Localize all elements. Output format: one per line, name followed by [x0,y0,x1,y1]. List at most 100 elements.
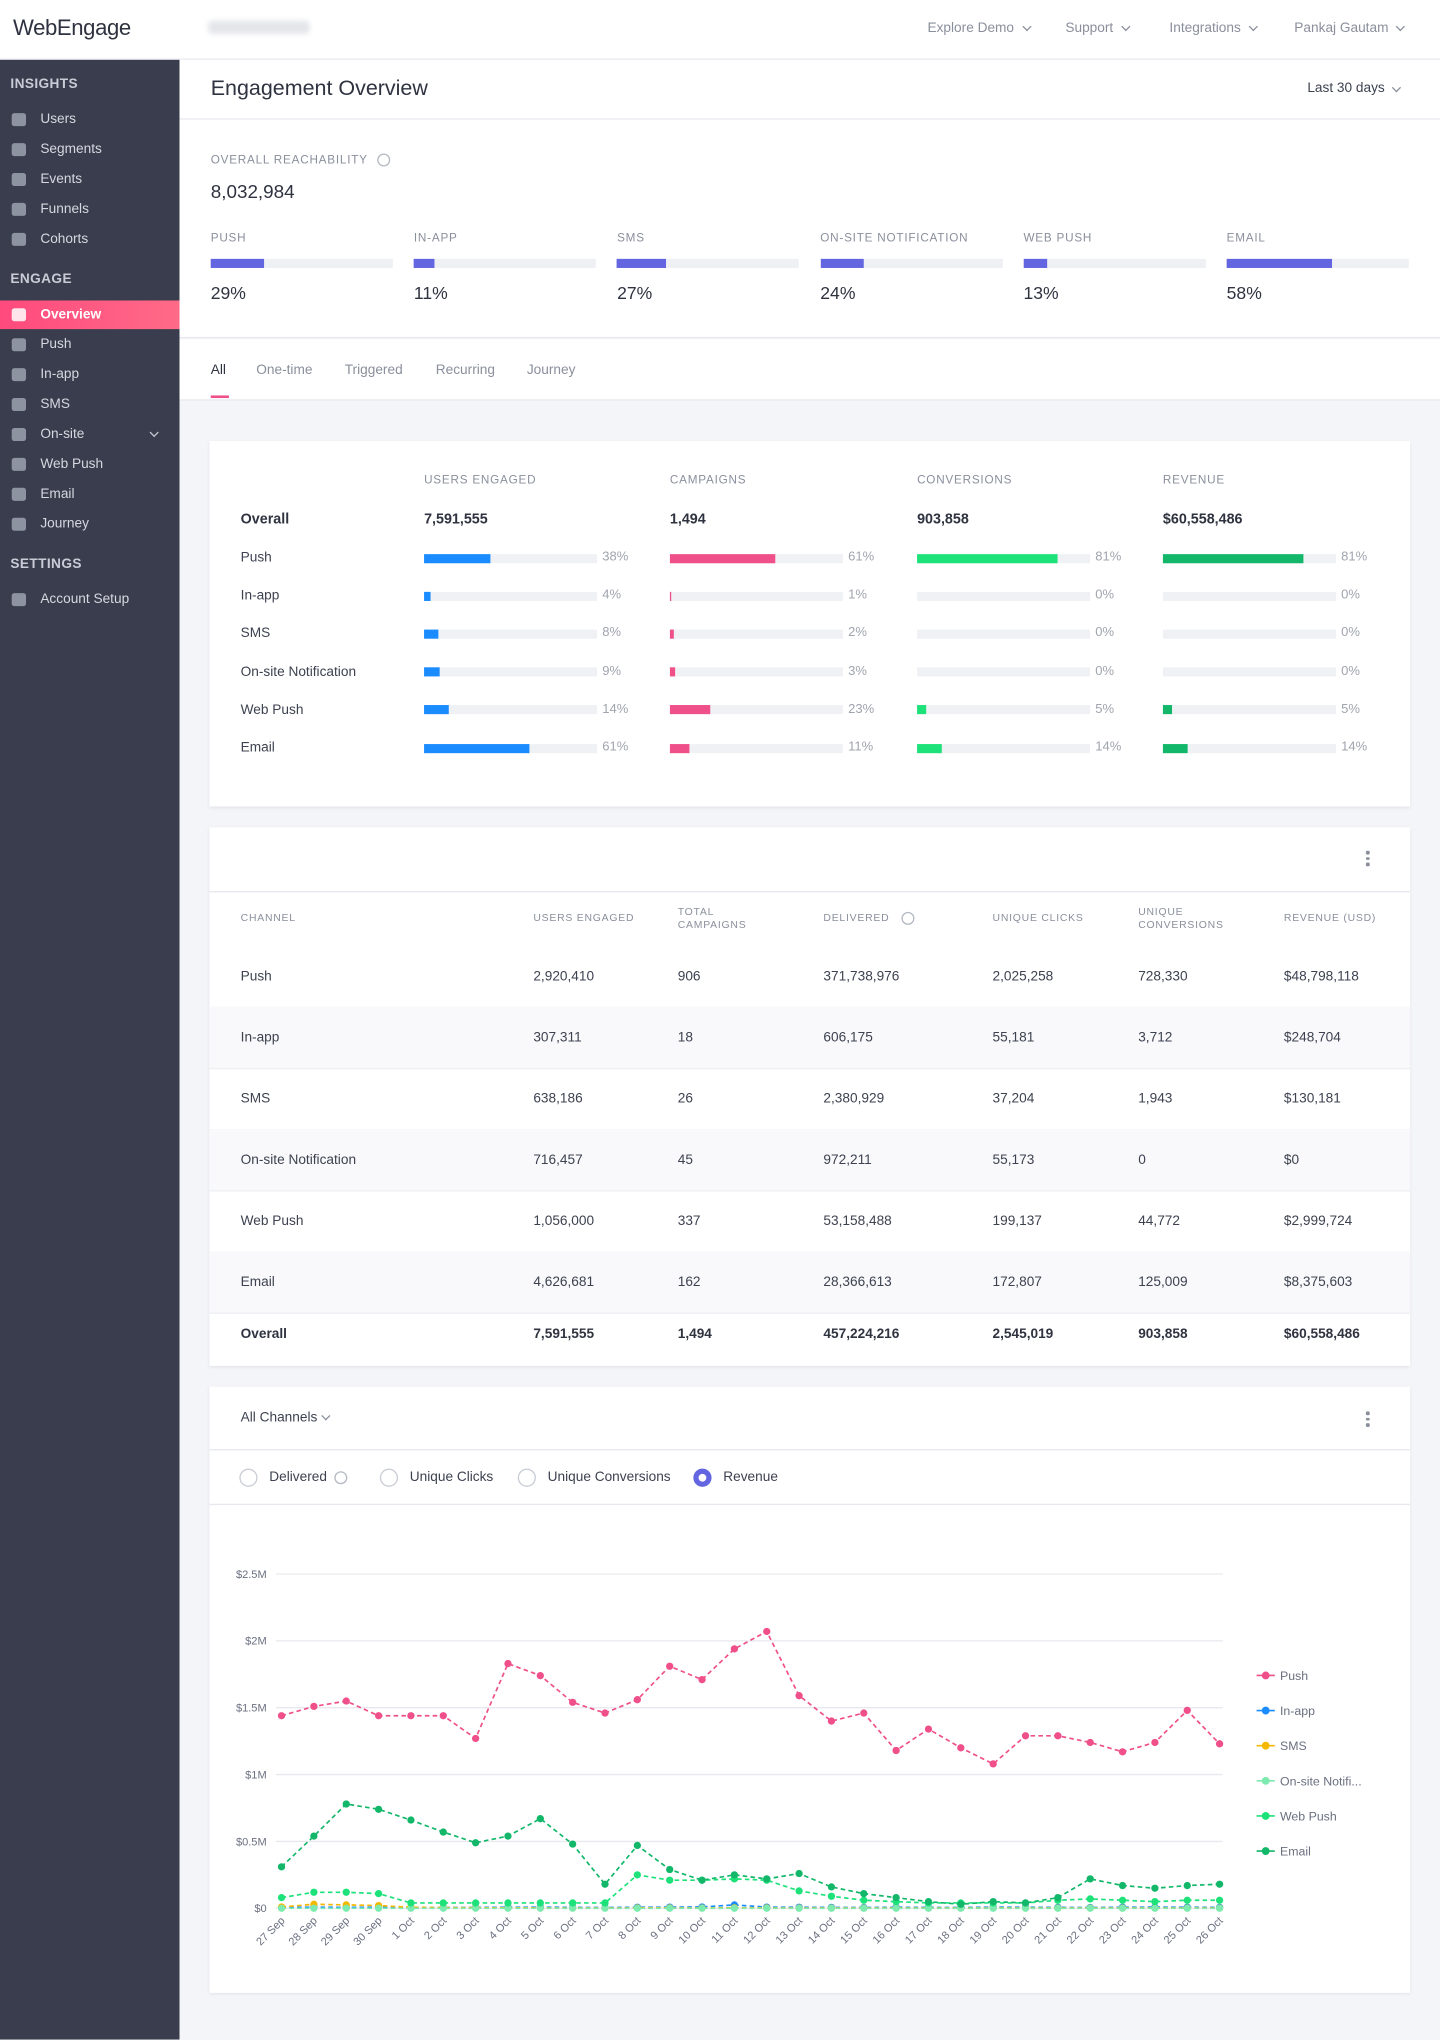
sidebar-icon [11,398,27,412]
nav-menu-item[interactable]: Explore Demo [927,20,1015,37]
summary-track [669,743,843,753]
summary-bar [669,629,674,639]
nav-menu-item[interactable]: Integrations [1169,20,1241,37]
sidebar-item[interactable]: Account Setup [40,591,130,608]
summary-track [669,705,843,715]
summary-row-label: Push [240,549,272,566]
sidebar-item[interactable]: Overview [40,306,102,323]
table-cell: 606,175 [823,1029,873,1045]
table-cell: 371,738,976 [823,968,900,984]
summary-bar [917,553,1058,563]
reach-channel-name: WEB PUSH [1023,231,1093,245]
date-range[interactable]: Last 30 days [1307,80,1385,96]
reach-percent: 13% [1023,283,1059,303]
metric-option[interactable]: Revenue [723,1469,778,1486]
sidebar-icon [11,113,27,127]
reach-percent: 24% [820,283,856,303]
table-header: USERS ENGAGED [533,912,635,924]
summary-bar [669,743,689,753]
summary-track [1162,591,1336,601]
sidebar-item[interactable]: Web Push [40,456,104,472]
table-cell: 906 [677,968,701,984]
summary-row-label: SMS [240,625,271,642]
table-row-shade [209,1006,1411,1068]
summary-percent: 14% [602,702,629,717]
sidebar-item[interactable]: Events [40,171,83,187]
summary-percent: 81% [1341,550,1368,565]
tab-underline [210,395,229,399]
summary-bar [1162,553,1304,563]
sidebar-item[interactable]: Cohorts [40,231,89,247]
sidebar-icon [11,173,27,187]
row-divider [209,1312,1411,1314]
sidebar-item[interactable]: SMS [40,396,70,412]
divider [209,1503,1411,1506]
summary-track [1162,629,1336,639]
table-cell: 26 [677,1090,693,1106]
table-cell: 162 [677,1273,701,1290]
table-cell: 728,330 [1138,968,1188,984]
table-header: CHANNEL [240,912,296,924]
sidebar-item[interactable]: In-app [40,366,80,383]
table-cell: 337 [677,1212,701,1229]
reachability-label: OVERALL REACHABILITY [210,152,368,166]
radio[interactable] [693,1468,712,1487]
sidebar-item[interactable]: Email [40,486,75,502]
reach-track [1023,258,1206,268]
metric-option[interactable]: Unique Clicks [409,1469,494,1486]
tab[interactable]: Journey [526,362,576,379]
logo: WebEngage [13,15,131,41]
tab[interactable]: Triggered [344,362,403,379]
table-cell: Web Push [240,1212,304,1229]
summary-row-label: Email [240,739,275,756]
summary-percent: 9% [602,664,622,679]
nav-menu-item[interactable]: Pankaj Gautam [1294,20,1389,37]
sidebar [0,59,180,2040]
sidebar-icon [11,427,27,441]
page-title: Engagement Overview [210,76,428,101]
summary-percent: 3% [848,664,867,679]
tab[interactable]: Recurring [435,362,495,379]
summary-percent: 61% [848,550,875,565]
table-cell: 44,772 [1138,1212,1180,1229]
tab[interactable]: All [210,362,226,379]
table-cell: 55,173 [992,1151,1035,1168]
radio[interactable] [239,1468,258,1487]
sidebar-item[interactable]: On-site [40,426,85,442]
summary-percent: 0% [1341,664,1360,679]
sidebar-item[interactable]: Push [40,336,72,353]
summary-bar [424,629,438,639]
summary-track [917,629,1091,639]
summary-track [917,743,1091,753]
summary-bar [424,553,490,563]
sidebar-item[interactable]: Segments [40,141,102,158]
radio[interactable] [379,1468,399,1487]
table-total-cell: 2,545,019 [992,1326,1054,1343]
table-cell: 55,181 [992,1029,1035,1045]
metric-option[interactable]: Delivered [269,1469,327,1486]
sidebar-icon [11,338,27,352]
summary-track [669,667,843,677]
summary-bar [669,667,676,677]
summary-track [917,705,1091,715]
summary-track [1162,743,1336,753]
channel-dropdown[interactable]: All Channels [240,1409,318,1426]
summary-percent: 2% [848,626,867,641]
sidebar-icon [11,368,27,382]
radio[interactable] [517,1468,536,1487]
summary-row-label: Web Push [240,701,304,718]
nav-menu-item[interactable]: Support [1065,20,1114,37]
sidebar-icon [11,487,27,501]
tab[interactable]: One-time [256,362,313,379]
sidebar-section-title: ENGAGE [10,271,72,288]
sidebar-item[interactable]: Users [40,111,76,128]
table-cell: 1,943 [1138,1090,1173,1106]
sidebar-item[interactable]: Journey [40,516,89,532]
sidebar-item[interactable]: Funnels [40,201,89,217]
table-cell: $248,704 [1283,1029,1341,1045]
summary-percent: 0% [1341,588,1360,603]
metric-option[interactable]: Unique Conversions [547,1469,671,1486]
table-cell: $8,375,603 [1283,1273,1353,1290]
summary-percent: 0% [1341,626,1360,641]
